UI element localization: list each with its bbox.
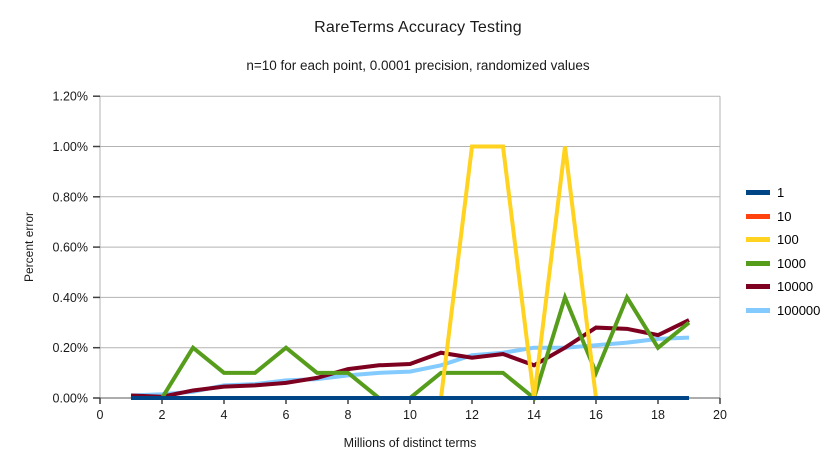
x-tick-label: 6 (283, 408, 290, 422)
legend-swatch-1 (746, 190, 770, 196)
y-tick-label: 0.80% (53, 190, 88, 204)
x-tick-label: 2 (159, 408, 166, 422)
legend-item-10000: 10000 (746, 275, 820, 299)
x-tick-label: 8 (345, 408, 352, 422)
x-tick-label: 10 (403, 408, 417, 422)
legend-label: 10 (777, 208, 792, 224)
y-tick-label: 1.00% (53, 140, 88, 154)
x-tick-label: 0 (97, 408, 104, 422)
y-tick-label: 0.00% (53, 392, 88, 406)
legend-item-100: 100 (746, 228, 820, 252)
legend-label: 1000 (777, 255, 806, 271)
legend-swatch-1000 (746, 260, 770, 266)
legend-label: 10000 (777, 279, 814, 295)
x-tick-label: 12 (465, 408, 479, 422)
x-axis-title: Millions of distinct terms (343, 436, 477, 450)
legend-label: 100 (777, 232, 799, 248)
x-tick-label: 16 (589, 408, 603, 422)
legend-item-10: 10 (746, 205, 820, 229)
legend-item-1: 1 (746, 181, 820, 205)
legend-swatch-10000 (746, 284, 770, 290)
series-line-100 (131, 144, 689, 400)
x-tick-label: 4 (221, 408, 228, 422)
chart-subtitle: n=10 for each point, 0.0001 precision, r… (246, 58, 590, 73)
legend: 1 10 100 1000 10000 100000 (746, 181, 820, 322)
x-tick-label: 18 (651, 408, 665, 422)
legend-label: 1 (777, 185, 785, 201)
legend-item-100000: 100000 (746, 299, 820, 323)
x-tick-label: 20 (713, 408, 727, 422)
series-line-10000 (130, 318, 690, 399)
legend-swatch-100000 (746, 307, 770, 313)
y-tick-label: 0.60% (53, 241, 88, 255)
legend-label: 100000 (777, 302, 821, 318)
legend-item-1000: 1000 (746, 252, 820, 276)
y-tick-label: 0.20% (53, 341, 88, 355)
legend-swatch-10 (746, 213, 770, 219)
x-tick-label: 14 (527, 408, 541, 422)
y-tick-label: 1.20% (53, 90, 88, 104)
legend-swatch-100 (746, 237, 770, 243)
y-tick-label: 0.40% (53, 291, 88, 305)
chart-title: RareTerms Accuracy Testing (314, 19, 522, 36)
